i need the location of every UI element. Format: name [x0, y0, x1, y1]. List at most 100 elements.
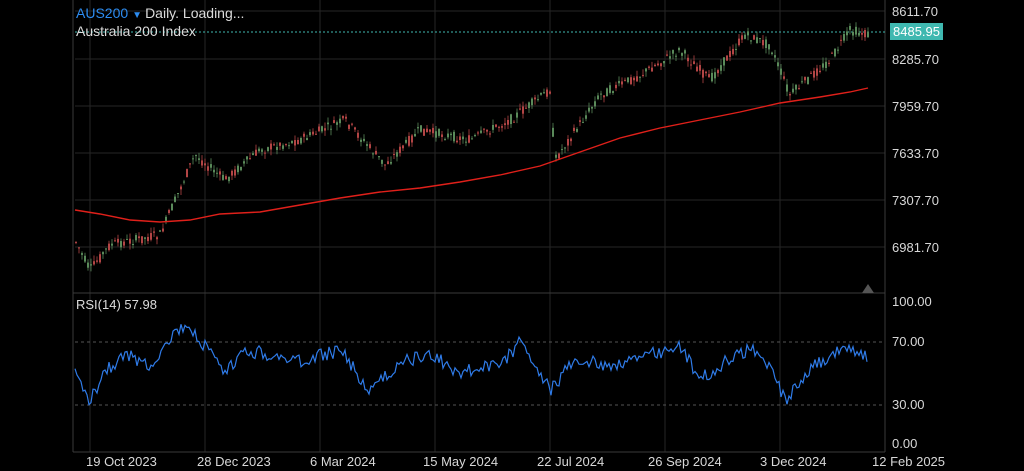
- candle-body: [735, 48, 737, 50]
- candle-body: [657, 63, 659, 66]
- current-price-badge: 8485.95: [890, 23, 943, 40]
- candle-body: [123, 241, 125, 246]
- candle-body: [156, 237, 158, 240]
- candle-body: [678, 47, 680, 51]
- candle-body: [684, 50, 686, 54]
- candle-body: [717, 70, 719, 74]
- candle-body: [810, 72, 812, 74]
- rsi-tick: 100.00: [892, 294, 932, 309]
- candle-body: [93, 261, 95, 265]
- moving-average-line: [74, 87, 869, 223]
- candle-body: [447, 133, 449, 138]
- candle-body: [837, 49, 839, 51]
- candle-body: [345, 116, 347, 119]
- triangle-down-icon[interactable]: ▼: [132, 10, 143, 21]
- candle-body: [135, 235, 137, 241]
- candle-body: [762, 39, 764, 46]
- candle-body: [711, 72, 713, 82]
- candle-body: [186, 169, 188, 178]
- candle-body: [537, 99, 539, 101]
- candle-body: [501, 126, 503, 128]
- candle-body: [591, 106, 593, 109]
- candle-body: [282, 145, 284, 149]
- candle-body: [522, 106, 524, 114]
- candle-body: [771, 52, 773, 55]
- scroll-marker-icon[interactable]: [862, 284, 874, 293]
- candle-body: [699, 65, 701, 71]
- candle-body: [669, 56, 671, 59]
- candle-body: [552, 127, 554, 137]
- candle-body: [195, 155, 197, 157]
- candle-body: [504, 123, 506, 126]
- candle-body: [606, 88, 608, 97]
- candle-body: [690, 64, 692, 66]
- candle-body: [687, 57, 689, 62]
- candle-body: [561, 149, 563, 151]
- candle-body: [585, 115, 587, 119]
- candle-body: [180, 186, 182, 190]
- candle-body: [519, 108, 521, 110]
- candle-body: [417, 127, 419, 129]
- candle-body: [408, 136, 410, 146]
- candle-body: [822, 63, 824, 68]
- candle-body: [252, 153, 254, 156]
- candle-body: [819, 70, 821, 73]
- candle-body: [597, 95, 599, 100]
- candle-body: [237, 165, 239, 173]
- status-label: Daily. Loading...: [145, 5, 245, 21]
- candle-body: [576, 128, 578, 132]
- candle-body: [528, 102, 530, 109]
- candle-body: [318, 126, 320, 132]
- rsi-title: RSI(14) 57.98: [76, 297, 157, 312]
- candle-body: [465, 141, 467, 143]
- candle-body: [177, 193, 179, 195]
- candle-body: [801, 81, 803, 83]
- candle-body: [459, 136, 461, 141]
- candle-body: [324, 128, 326, 131]
- time-tick: 28 Dec 2023: [197, 454, 271, 469]
- candle-body: [300, 138, 302, 144]
- candlestick-series: [75, 22, 869, 272]
- candle-body: [450, 133, 452, 136]
- candle-body: [825, 61, 827, 68]
- price-tick: 8611.70: [892, 4, 939, 19]
- candle-body: [321, 126, 323, 132]
- candle-body: [207, 166, 209, 171]
- candle-body: [495, 124, 497, 127]
- candle-body: [807, 77, 809, 84]
- candle-body: [375, 150, 377, 155]
- candle-body: [231, 170, 233, 176]
- candle-body: [387, 161, 389, 165]
- candle-body: [159, 230, 161, 232]
- candle-body: [720, 65, 722, 71]
- candle-body: [666, 54, 668, 56]
- rsi-line: [74, 324, 868, 406]
- candle-body: [726, 55, 728, 61]
- candle-body: [708, 74, 710, 78]
- candle-body: [483, 128, 485, 130]
- candle-body: [378, 156, 380, 158]
- price-tick: 7959.70: [892, 99, 939, 114]
- candle-body: [333, 120, 335, 123]
- candle-body: [516, 112, 518, 118]
- candle-body: [750, 40, 752, 42]
- candle-body: [648, 66, 650, 68]
- candle-body: [213, 169, 215, 173]
- candle-body: [243, 161, 245, 164]
- time-tick: 19 Oct 2023: [86, 454, 157, 469]
- candle-body: [204, 163, 206, 166]
- price-tick: 8285.70: [892, 52, 939, 67]
- candle-body: [579, 120, 581, 122]
- symbol-label[interactable]: AUS200: [76, 5, 129, 21]
- candle-body: [453, 131, 455, 142]
- instrument-name: Australia 200 Index: [76, 23, 196, 39]
- candle-body: [144, 237, 146, 239]
- candle-body: [138, 236, 140, 239]
- candle-body: [792, 88, 794, 93]
- candle-body: [336, 122, 338, 125]
- candle-body: [570, 138, 572, 142]
- candle-body: [270, 143, 272, 150]
- candle-body: [276, 146, 278, 150]
- chart-header[interactable]: AUS200 ▼ Daily. Loading...: [76, 5, 244, 21]
